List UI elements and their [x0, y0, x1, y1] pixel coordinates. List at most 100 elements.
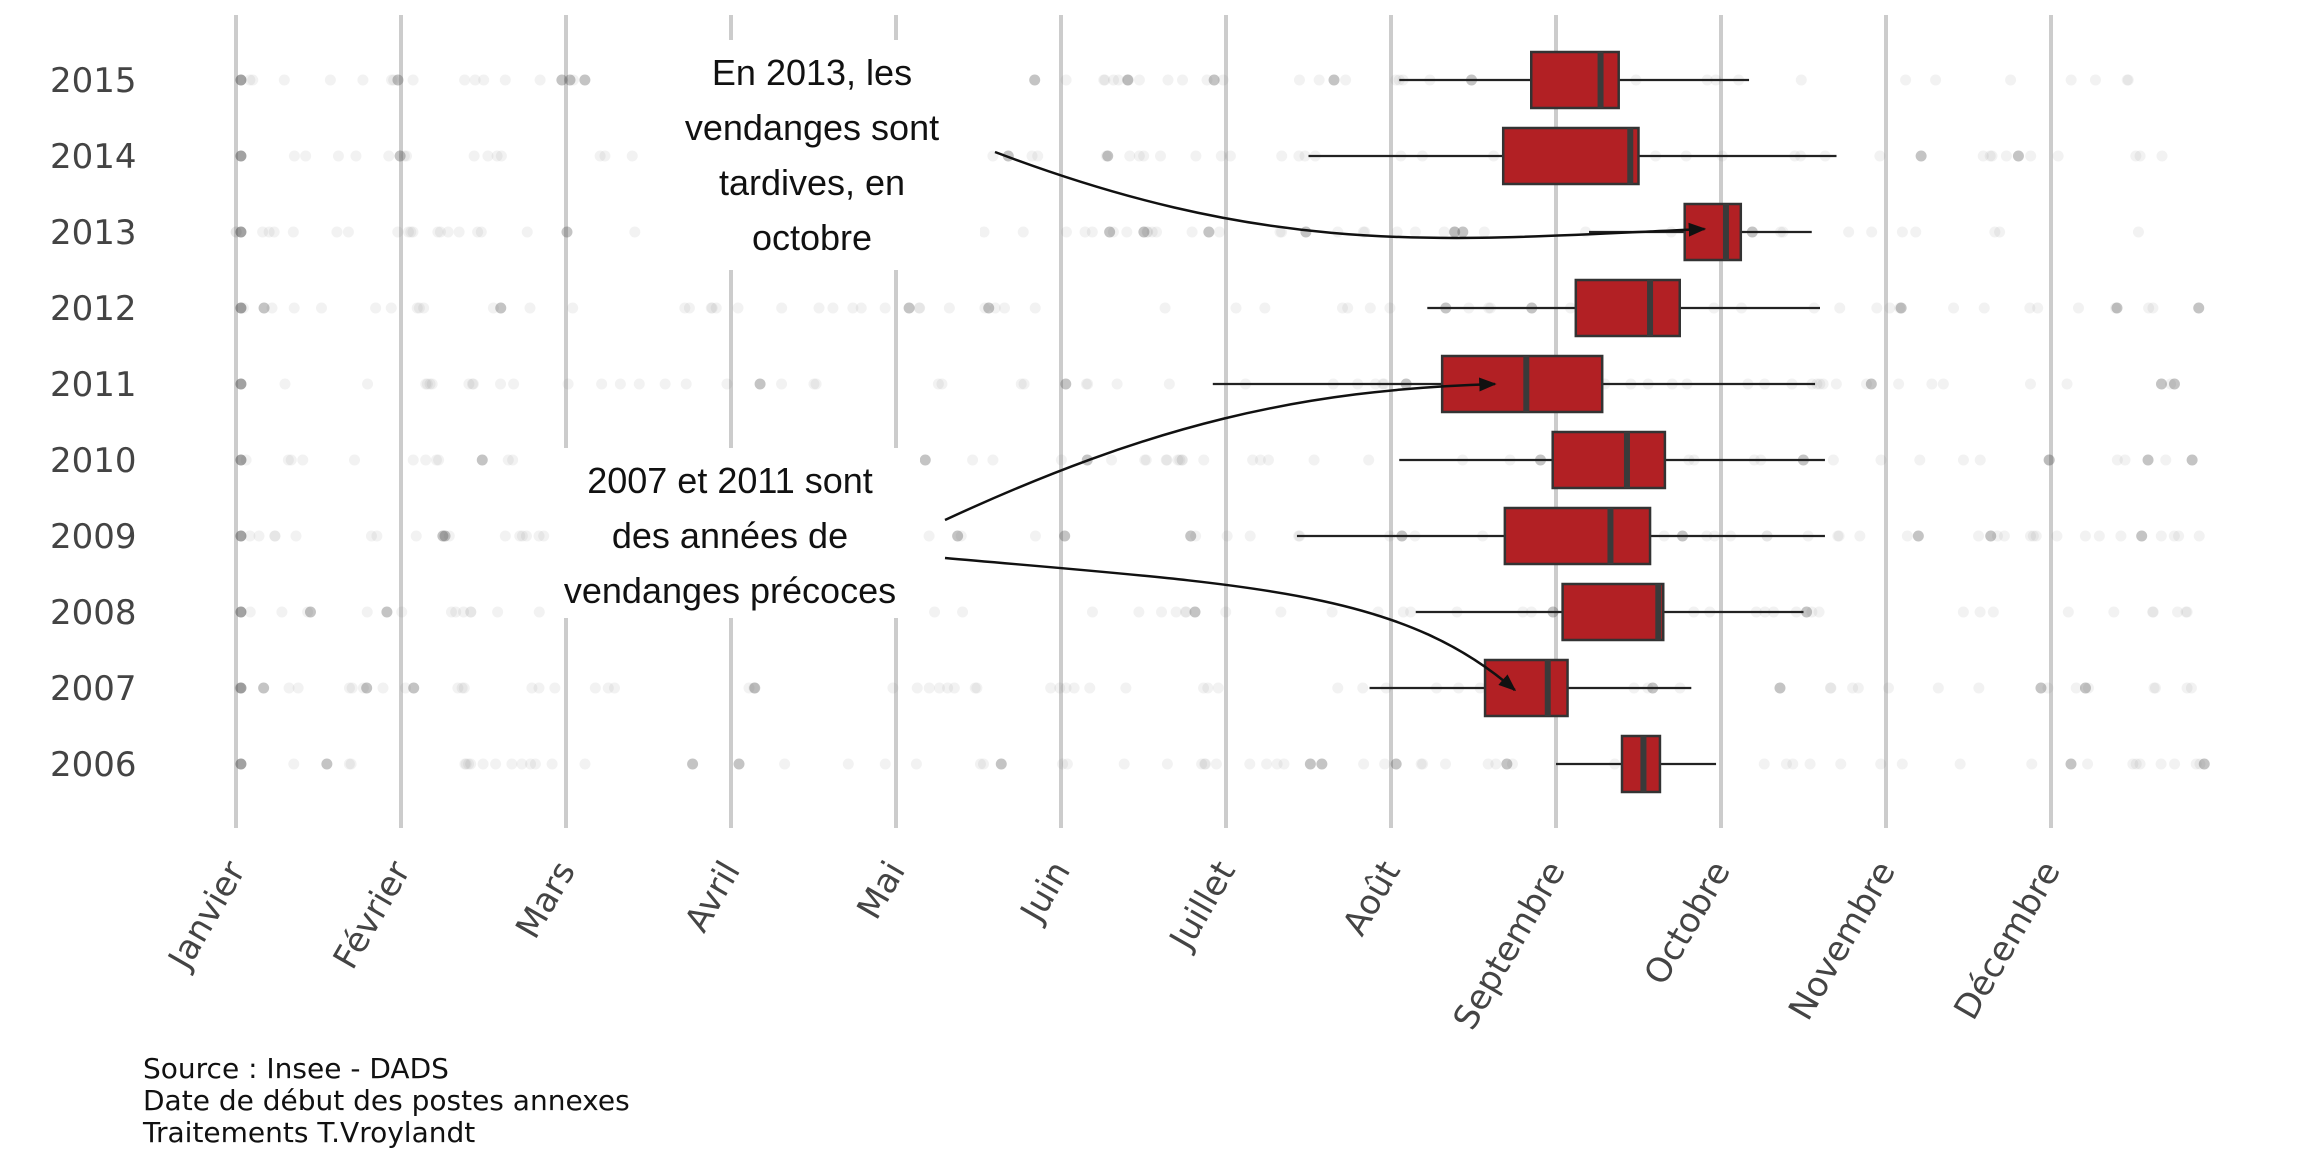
- observation-point: [748, 682, 760, 694]
- observation-point: [596, 378, 608, 390]
- observation-point: [579, 74, 591, 86]
- observation-point: [1029, 74, 1041, 86]
- observation-point: [342, 226, 354, 238]
- observation-point: [450, 606, 462, 618]
- observation-point: [343, 682, 355, 694]
- observation-point: [1490, 758, 1502, 770]
- observation-point: [1100, 150, 1112, 162]
- observation-point: [974, 758, 986, 770]
- observation-point: [1141, 226, 1153, 238]
- observation-point: [629, 226, 641, 238]
- box-body: [1574, 278, 1682, 338]
- observation-point: [936, 378, 948, 390]
- observation-point: [1262, 454, 1274, 466]
- observation-point: [903, 302, 915, 314]
- observation-point: [2062, 606, 2074, 618]
- observation-point: [971, 682, 983, 694]
- observation-point: [1118, 758, 1130, 770]
- box-body: [1561, 582, 1665, 642]
- observation-point: [2051, 530, 2063, 542]
- observation-point: [1221, 530, 1233, 542]
- observation-point: [1875, 454, 1887, 466]
- observation-point: [1884, 302, 1896, 314]
- observation-point: [292, 682, 304, 694]
- observation-point: [969, 682, 981, 694]
- observation-point: [1080, 378, 1092, 390]
- observation-point: [465, 606, 477, 618]
- observation-point: [477, 758, 489, 770]
- observation-point: [1185, 530, 1197, 542]
- observation-point: [683, 302, 695, 314]
- observation-point: [407, 226, 419, 238]
- observation-point: [1111, 378, 1123, 390]
- observation-point: [1170, 606, 1182, 618]
- box-body: [1530, 50, 1620, 110]
- observation-point: [1328, 74, 1340, 86]
- observation-point: [626, 150, 638, 162]
- observation-point: [1224, 150, 1236, 162]
- observation-point: [1176, 454, 1188, 466]
- observation-point: [1121, 226, 1133, 238]
- observation-point: [1865, 378, 1877, 390]
- observation-point: [562, 378, 574, 390]
- observation-point: [2108, 606, 2120, 618]
- observation-point: [386, 74, 398, 86]
- month-gridlines: [234, 15, 2053, 828]
- observation-point: [459, 758, 471, 770]
- observation-point: [589, 682, 601, 694]
- observation-point: [2147, 606, 2159, 618]
- observation-point: [847, 302, 859, 314]
- observation-point: [2119, 454, 2131, 466]
- observation-point: [2147, 302, 2159, 314]
- observation-point: [1293, 150, 1305, 162]
- observation-point: [257, 226, 269, 238]
- observation-point: [247, 74, 259, 86]
- observation-point: [1440, 758, 1452, 770]
- observation-point: [472, 226, 484, 238]
- observation-point: [466, 378, 478, 390]
- observation-point: [1055, 454, 1067, 466]
- annotation-text: vendanges sont: [685, 107, 939, 148]
- observation-point: [492, 606, 504, 618]
- observation-point: [1977, 150, 1989, 162]
- x-tick-label: Janvier: [160, 854, 254, 977]
- observation-point: [1900, 74, 1912, 86]
- x-tick-label: Mai: [849, 855, 913, 927]
- caption-line: Traitements T.Vroylandt: [142, 1116, 475, 1149]
- observation-point: [967, 454, 979, 466]
- observation-point: [2134, 150, 2146, 162]
- box-2012: [1427, 278, 1820, 338]
- observation-point: [1261, 758, 1273, 770]
- observation-point: [743, 682, 755, 694]
- observation-point: [549, 682, 561, 694]
- observation-point: [567, 302, 579, 314]
- observation-point: [529, 758, 541, 770]
- observation-point: [2026, 758, 2038, 770]
- observation-point: [1801, 606, 1813, 618]
- observation-point: [235, 150, 247, 162]
- observation-point: [1882, 682, 1894, 694]
- observation-point: [2065, 758, 2077, 770]
- observation-point: [421, 378, 433, 390]
- observation-point: [705, 302, 717, 314]
- observation-point: [1393, 74, 1405, 86]
- observation-point: [943, 302, 955, 314]
- observation-point: [2155, 378, 2167, 390]
- observation-point: [983, 302, 995, 314]
- observation-point: [2052, 150, 2064, 162]
- observation-points: [230, 74, 2210, 770]
- observation-point: [1060, 74, 1072, 86]
- observation-point: [2024, 302, 2036, 314]
- observation-point: [1405, 606, 1417, 618]
- x-tick-label: Décembre: [1946, 855, 2068, 1027]
- observation-point: [776, 302, 788, 314]
- observation-point: [235, 606, 247, 618]
- observation-point: [1086, 606, 1098, 618]
- observation-point: [405, 226, 417, 238]
- observation-point: [1026, 150, 1038, 162]
- observation-point: [1029, 530, 1041, 542]
- observation-point: [706, 302, 718, 314]
- observation-point: [1843, 226, 1855, 238]
- observation-point: [1973, 530, 1985, 542]
- observation-point: [842, 758, 854, 770]
